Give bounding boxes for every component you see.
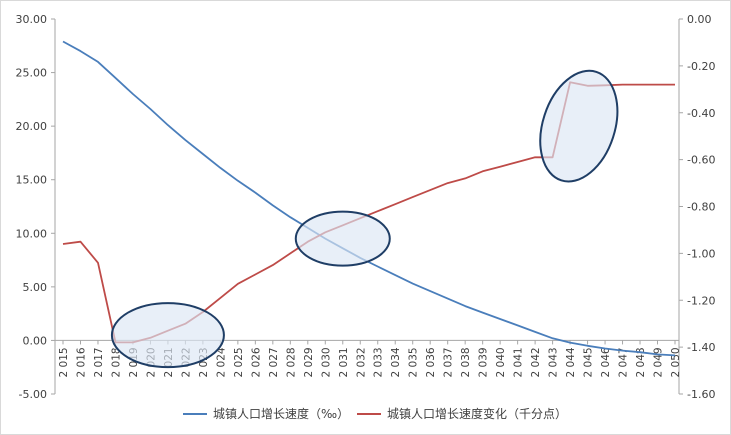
left-tick-label: 25.00 (16, 67, 48, 80)
x-tick-label: 2 043 (548, 347, 560, 377)
right-tick-label: -1.00 (687, 247, 715, 260)
x-tick-label: 2 016 (75, 347, 87, 377)
right-tick-label: -1.20 (687, 294, 715, 307)
right-tick-label: -0.40 (687, 107, 715, 120)
x-tick-label: 2 050 (670, 347, 682, 377)
x-tick-label: 2 049 (653, 347, 665, 377)
highlight-ellipse-3 (539, 69, 619, 183)
legend-label-2: 城镇人口增长速度变化（千分点） (387, 406, 567, 421)
x-tick-label: 2 048 (635, 347, 647, 377)
left-tick-label: 30.00 (16, 13, 48, 26)
right-tick-label: -0.60 (687, 154, 715, 167)
x-tick-label: 2 040 (495, 347, 507, 377)
x-tick-label: 2 039 (478, 347, 490, 377)
x-tick-label: 2 047 (618, 347, 630, 377)
legend: 城镇人口增长速度（‰） 城镇人口增长速度变化（千分点） (183, 406, 567, 421)
x-tick-label: 2 033 (373, 347, 385, 377)
left-tick-label: 15.00 (16, 174, 48, 187)
right-tick-label: 0.00 (687, 13, 712, 26)
left-tick-label: 5.00 (23, 281, 48, 294)
x-tick-label: 2 036 (425, 347, 437, 377)
left-tick-label: -5.00 (19, 388, 47, 401)
right-tick-label: -1.40 (687, 341, 715, 354)
x-tick-label: 2 017 (93, 347, 105, 377)
legend-label-1: 城镇人口增长速度（‰） (213, 406, 349, 421)
x-tick-label: 2 042 (530, 347, 542, 377)
right-axis-ticks: -1.60 -1.40 -1.20 -1.00 -0.80 -0.60 -0.40 -0.20… (679, 13, 715, 401)
right-tick-label: -1.60 (687, 388, 715, 401)
highlight-ellipse-1 (110, 302, 225, 369)
x-tick-label: 2 045 (583, 347, 595, 377)
x-tick-label: 2 030 (320, 347, 332, 377)
x-tick-label: 2 034 (390, 347, 402, 377)
left-tick-label: 10.00 (16, 227, 48, 240)
left-axis-ticks: -5.00 0.00 5.00 10.00 15.00 20.00 25.00 30.00 (16, 13, 55, 401)
series-line-1 (62, 40, 676, 357)
x-tick-label: 2 044 (565, 347, 577, 377)
x-tick-label: 2 026 (250, 347, 262, 377)
left-tick-label: 0.00 (23, 334, 48, 347)
x-tick-label: 2 031 (338, 347, 350, 377)
x-tick-label: 2 038 (460, 347, 472, 377)
highlight-ellipse-2 (294, 210, 391, 267)
left-tick-label: 20.00 (16, 120, 48, 133)
x-tick-label: 2 035 (408, 347, 420, 377)
x-tick-label: 2 037 (443, 347, 455, 377)
x-tick-label: 2 027 (268, 347, 280, 377)
x-tick-label: 2 046 (600, 347, 612, 377)
x-tick-label: 2 024 (215, 347, 227, 377)
x-tick-label: 2 028 (285, 347, 297, 377)
x-tick-label: 2 015 (58, 347, 70, 377)
x-tick-label: 2 029 (303, 347, 315, 377)
x-tick-label: 2 032 (355, 347, 367, 377)
x-tick-label: 2 018 (110, 347, 122, 377)
x-tick-label: 2 041 (513, 347, 525, 377)
x-tick-label: 2 025 (233, 347, 245, 377)
right-tick-label: -0.80 (687, 201, 715, 214)
right-tick-label: -0.20 (687, 60, 715, 73)
highlight-layer (110, 69, 619, 369)
